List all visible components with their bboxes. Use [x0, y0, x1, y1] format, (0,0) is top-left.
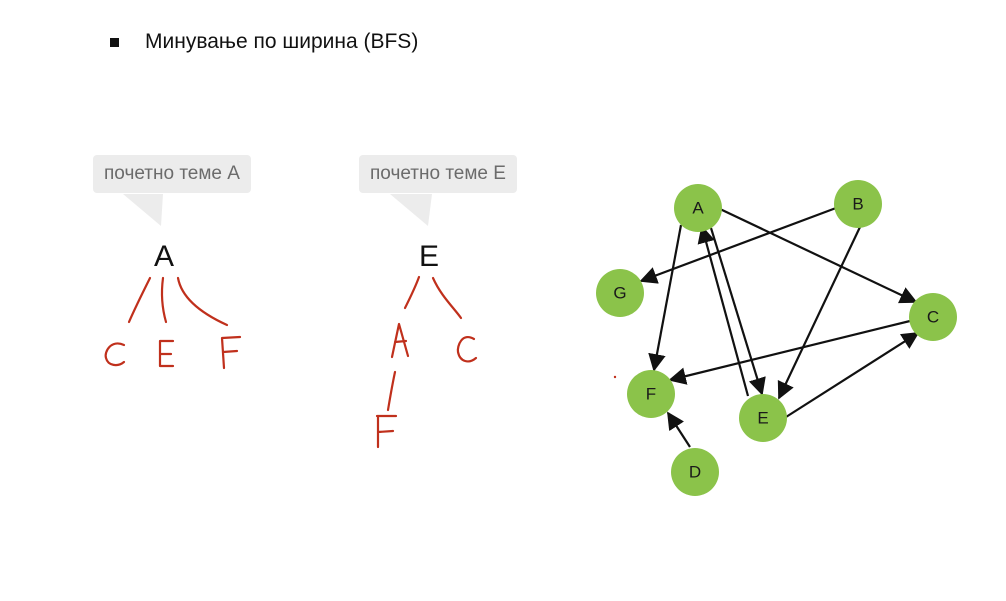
edge-c-f: [668, 319, 911, 385]
callout-start-a: почетно теме A: [93, 155, 251, 193]
edge-a-e: [709, 227, 766, 396]
tree1-child-c: [104, 342, 126, 367]
graph-edges: [639, 206, 920, 448]
graph-nodes: A B C D E F G: [596, 180, 957, 496]
tree2-branch-c: [431, 276, 463, 320]
node-a-label: A: [692, 199, 704, 218]
tree2-root: E: [419, 240, 440, 273]
edge-b-e: [777, 226, 861, 400]
node-e: E: [739, 394, 787, 442]
tree1-root: A: [154, 240, 175, 273]
node-d-label: D: [689, 463, 701, 482]
callout-start-e: почетно теме E: [359, 155, 517, 193]
tree2-children: [375, 322, 478, 449]
tree2-child-a: [390, 322, 410, 359]
stray-dot: [613, 375, 617, 379]
bullet-square-icon: [110, 37, 119, 47]
callout-tail-e: [390, 194, 432, 226]
tree2-branches: [386, 275, 463, 412]
node-c: C: [909, 293, 957, 341]
tree1-branches: [127, 276, 229, 327]
node-g-label: G: [613, 284, 626, 303]
tree1-branch-e: [160, 276, 168, 324]
tree1-branch-f: [176, 276, 229, 327]
bullet-line: Минување по ширина (BFS): [110, 30, 418, 54]
tree1-child-f: [220, 335, 242, 370]
tree1-branch-c: [127, 276, 152, 324]
node-g: G: [596, 269, 644, 317]
node-d: D: [671, 448, 719, 496]
edge-b-g: [639, 206, 837, 284]
tree1-children: [104, 335, 242, 370]
slide-heading: Минување по ширина (BFS): [145, 30, 419, 53]
node-f-label: F: [646, 385, 656, 404]
node-c-label: C: [927, 308, 939, 327]
edge-a-f: [648, 224, 683, 372]
tree2-child-c: [456, 336, 478, 363]
tree2-branch-a: [403, 275, 421, 310]
tree1-child-e: [158, 339, 175, 368]
tree2-child-f: [375, 414, 398, 449]
edge-d-f: [667, 411, 691, 448]
tree2-branch-f: [386, 370, 397, 412]
node-f: F: [627, 370, 675, 418]
edge-e-c: [785, 332, 920, 418]
node-a: A: [674, 184, 722, 232]
node-b: B: [834, 180, 882, 228]
callout-tail-a: [123, 194, 163, 226]
node-b-label: B: [852, 195, 863, 214]
node-e-label: E: [757, 409, 768, 428]
edge-a-c: [719, 208, 918, 304]
